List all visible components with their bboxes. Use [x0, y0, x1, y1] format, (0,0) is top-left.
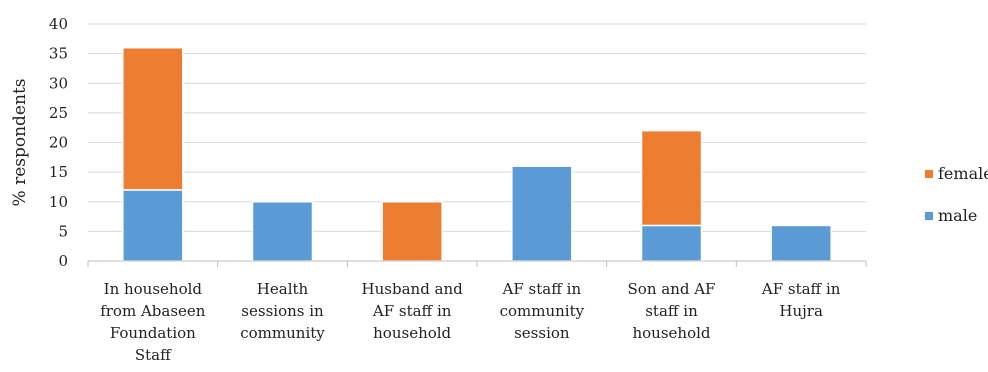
category-label: Husband and AF staff in household	[362, 280, 464, 342]
y-tick-label: 20	[49, 134, 68, 152]
bar-male	[122, 189, 184, 262]
y-tick-label: 25	[49, 104, 68, 122]
y-tick-label: 35	[49, 45, 68, 63]
category-label: AF staff in Hujra	[761, 280, 841, 320]
category-label-line: AF staff in	[761, 280, 841, 298]
bar-male	[640, 224, 703, 262]
category-labels: In household from Abaseen Foundation Staff H…	[100, 280, 841, 364]
category-label-line: household	[373, 324, 451, 342]
category-label-line: community	[240, 324, 325, 342]
y-axis-label: % respondents	[10, 79, 30, 207]
legend-swatch-female	[925, 170, 933, 178]
bar-female	[640, 129, 703, 227]
category-label-line: AF staff in	[372, 302, 452, 320]
category-label-line: Son and AF	[628, 280, 716, 298]
x-axis	[87, 260, 867, 267]
legend-swatch-male	[925, 212, 933, 220]
bar-male	[511, 165, 573, 262]
gridlines	[88, 23, 866, 232]
bar-male	[770, 224, 832, 262]
bars	[122, 46, 832, 262]
category-label-line: Foundation	[110, 324, 196, 342]
category-label-line: session	[514, 324, 570, 342]
category-label-line: staff in	[645, 302, 698, 320]
category-label-line: household	[632, 324, 710, 342]
legend-label-male: male	[938, 206, 977, 225]
y-tick-label: 5	[58, 222, 68, 240]
category-label-line: Hujra	[779, 302, 823, 320]
category-label-line: AF staff in	[502, 280, 582, 298]
category-label-line: community	[500, 302, 585, 320]
y-tick-label: 30	[49, 74, 68, 92]
bar-female	[381, 201, 443, 262]
bar-female	[122, 46, 184, 191]
category-label-line: Health	[257, 280, 309, 298]
legend: female male	[925, 164, 988, 225]
category-label-line: Husband and	[362, 280, 464, 298]
category-label-line: from Abaseen	[100, 302, 206, 320]
y-tick-label: 40	[49, 15, 68, 33]
bar-male	[251, 201, 314, 262]
category-label-line: In household	[104, 280, 203, 298]
category-label-line: Staff	[135, 346, 172, 364]
category-label-line: sessions in	[241, 302, 324, 320]
y-tick-label: 10	[49, 193, 68, 211]
category-label: Son and AF staff in household	[628, 280, 716, 342]
category-label: Health sessions in community	[240, 280, 325, 342]
y-tick-label: 15	[49, 163, 68, 181]
y-axis-ticks: 0 5 10 15 20 25 30 35 40	[49, 15, 68, 270]
category-label: In household from Abaseen Foundation Staff	[100, 280, 206, 364]
category-label: AF staff in community session	[500, 280, 585, 342]
legend-label-female: female	[938, 164, 988, 183]
y-tick-label: 0	[58, 252, 68, 270]
